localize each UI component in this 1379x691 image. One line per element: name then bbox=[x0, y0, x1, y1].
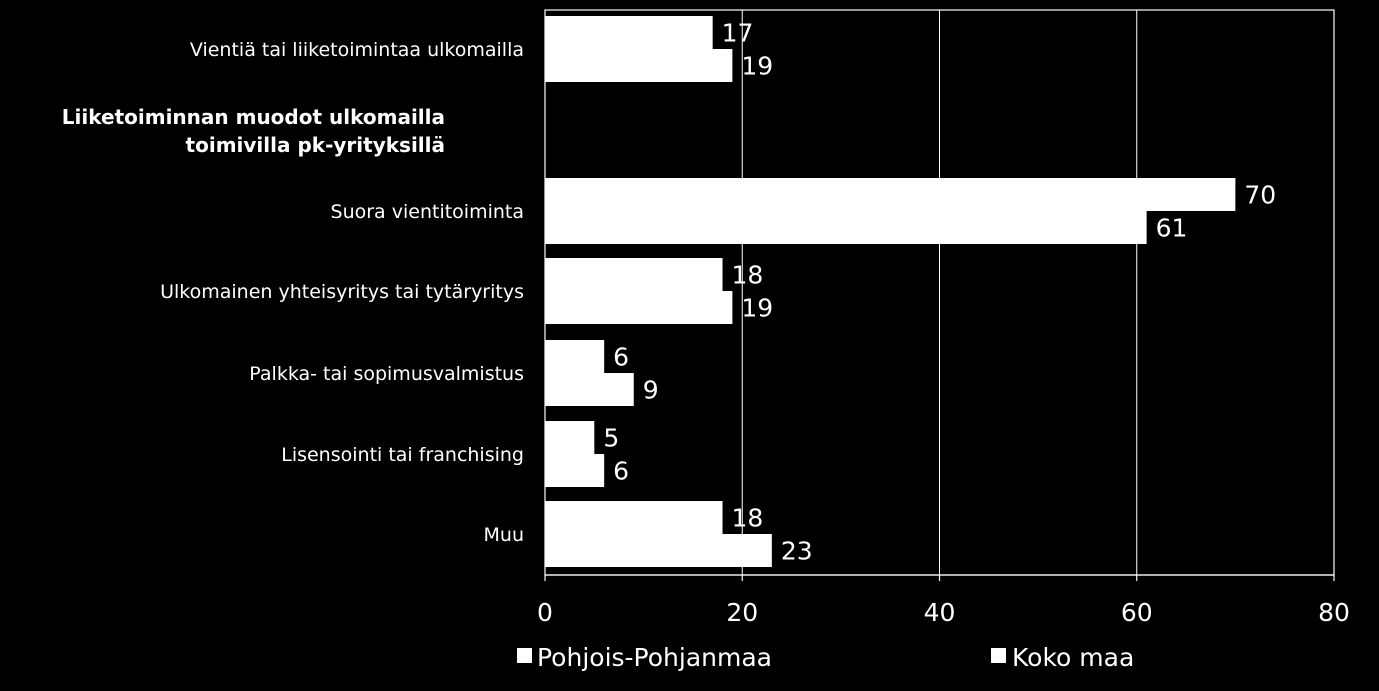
bar-koko-maa bbox=[545, 291, 733, 324]
tick-label-40: 40 bbox=[924, 598, 956, 627]
value-label-pohjois-pohjanmaa: 18 bbox=[732, 261, 764, 290]
gridlines bbox=[741, 10, 1138, 575]
bar-koko-maa bbox=[545, 534, 772, 567]
bar-pohjois-pohjanmaa bbox=[545, 340, 605, 373]
value-label-pohjois-pohjanmaa: 17 bbox=[722, 19, 754, 48]
tick-label-60: 60 bbox=[1121, 598, 1153, 627]
bar-koko-maa bbox=[545, 211, 1147, 244]
category-label: Muu bbox=[484, 524, 524, 546]
category-label: Vientiä tai liiketoimintaa ulkomailla bbox=[190, 39, 524, 61]
category-labels: Vientiä tai liiketoimintaa ulkomailla Suo… bbox=[160, 39, 524, 546]
bar-koko-maa bbox=[545, 373, 634, 406]
tick-label-20: 20 bbox=[726, 598, 758, 627]
section-heading-line-1: Liiketoiminnan muodot ulkomailla bbox=[62, 105, 445, 129]
legend-label-pohjois-pohjanmaa: Pohjois-Pohjanmaa bbox=[537, 643, 772, 672]
value-label-koko-maa: 23 bbox=[781, 537, 813, 566]
category-label: Suora vientitoiminta bbox=[331, 201, 524, 223]
section-heading-line-2: toimivilla pk-yrityksillä bbox=[186, 133, 445, 157]
bar-pohjois-pohjanmaa bbox=[545, 258, 723, 291]
value-label-koko-maa: 6 bbox=[613, 457, 629, 486]
bar-pohjois-pohjanmaa bbox=[545, 178, 1236, 211]
value-label-pohjois-pohjanmaa: 6 bbox=[613, 343, 629, 372]
category-label: Lisensointi tai franchising bbox=[281, 444, 524, 466]
bar-koko-maa bbox=[545, 454, 605, 487]
value-label-koko-maa: 19 bbox=[741, 294, 773, 323]
legend: Pohjois-Pohjanmaa Koko maa bbox=[517, 643, 1134, 672]
legend-label-koko-maa: Koko maa bbox=[1012, 643, 1134, 672]
tick-label-80: 80 bbox=[1318, 598, 1350, 627]
value-label-pohjois-pohjanmaa: 5 bbox=[603, 424, 619, 453]
tick-label-0: 0 bbox=[537, 598, 553, 627]
bar-pohjois-pohjanmaa bbox=[545, 16, 713, 49]
bar-koko-maa bbox=[545, 49, 733, 82]
legend-swatch-koko-maa bbox=[991, 648, 1006, 663]
bar-pohjois-pohjanmaa bbox=[545, 421, 595, 454]
value-label-koko-maa: 61 bbox=[1156, 214, 1188, 243]
bar-pohjois-pohjanmaa bbox=[545, 501, 723, 534]
x-axis-ticks: 0 20 40 60 80 bbox=[537, 575, 1350, 627]
value-label-koko-maa: 19 bbox=[741, 52, 773, 81]
bars bbox=[545, 16, 1236, 567]
value-label-pohjois-pohjanmaa: 18 bbox=[732, 504, 764, 533]
value-label-koko-maa: 9 bbox=[643, 376, 659, 405]
legend-swatch-pohjois-pohjanmaa bbox=[517, 648, 532, 663]
category-label: Ulkomainen yhteisyritys tai tytäryritys bbox=[160, 281, 524, 303]
category-label: Palkka- tai sopimusvalmistus bbox=[249, 363, 524, 385]
value-label-pohjois-pohjanmaa: 70 bbox=[1244, 181, 1276, 210]
